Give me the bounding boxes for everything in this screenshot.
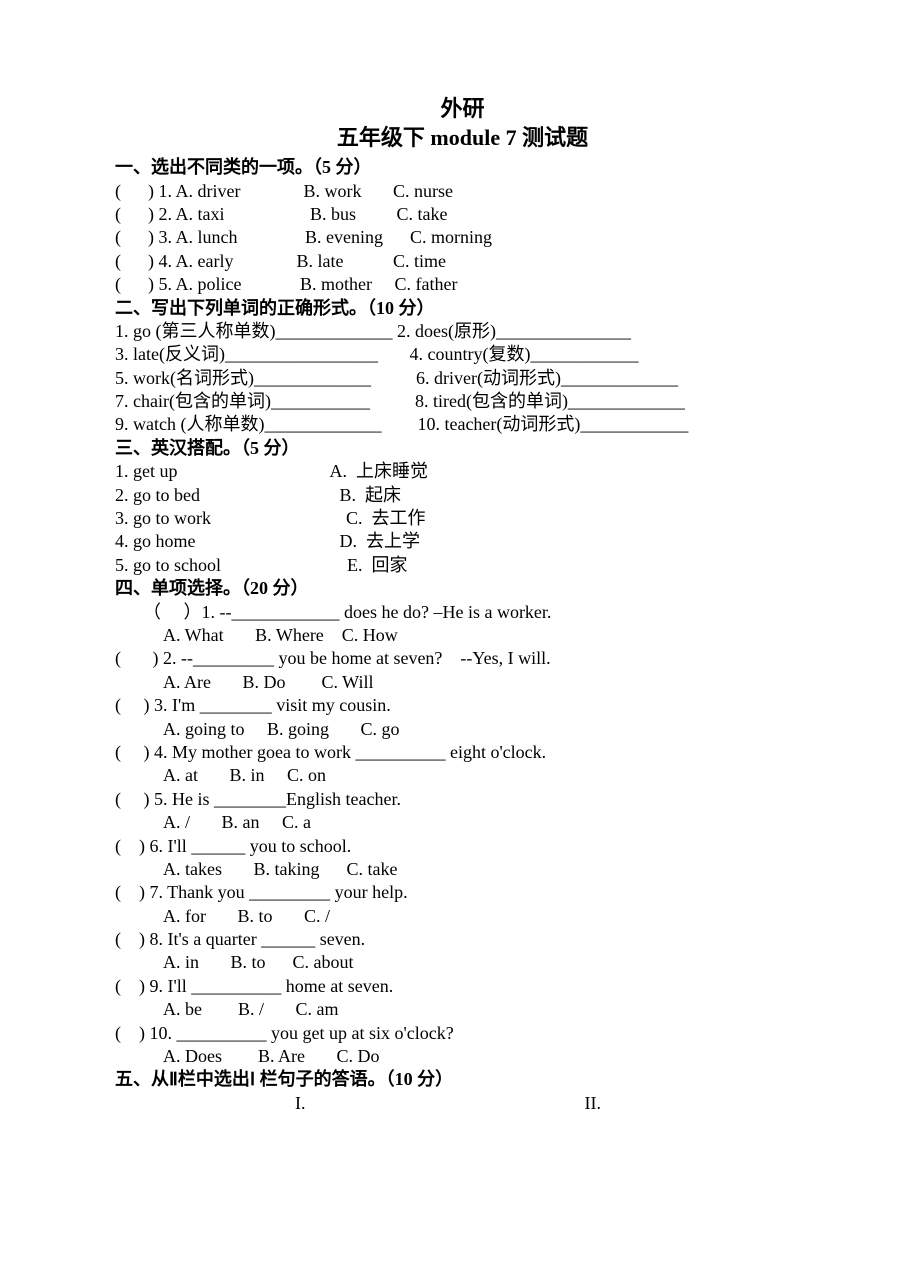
s4-q: ( ) 4. My mother goea to work __________… — [115, 741, 810, 764]
section-1-header: 一、选出不同类的一项。（5 分） — [115, 156, 810, 179]
s4-q: ( ) 8. It's a quarter ______ seven. — [115, 928, 810, 951]
s4-a: A. Are B. Do C. Will — [115, 671, 810, 694]
s1-item: ( ) 4. A. early B. late C. time — [115, 250, 810, 273]
s4-q: ( ) 3. I'm ________ visit my cousin. — [115, 694, 810, 717]
worksheet-page: 外研 五年级下 module 7 测试题 一、选出不同类的一项。（5 分） ( … — [0, 0, 920, 1175]
s4-a: A. going to B. going C. go — [115, 718, 810, 741]
s2-item: 1. go (第三人称单数)_____________ 2. does(原形)_… — [115, 320, 810, 343]
s4-q: ( ) 7. Thank you _________ your help. — [115, 881, 810, 904]
s4-q: ( ) 9. I'll __________ home at seven. — [115, 975, 810, 998]
s4-a: A. What B. Where C. How — [115, 624, 810, 647]
s4-q: ( ) 6. I'll ______ you to school. — [115, 835, 810, 858]
s3-item: 1. get up A. 上床睡觉 — [115, 460, 810, 483]
s2-item: 7. chair(包含的单词)___________ 8. tired(包含的单… — [115, 390, 810, 413]
section-3-header: 三、英汉搭配。（5 分） — [115, 437, 810, 460]
s4-q: （ ）1. --____________ does he do? –He is … — [115, 601, 810, 624]
section-2-header: 二、写出下列单词的正确形式。（10 分） — [115, 297, 810, 320]
s3-item: 5. go to school E. 回家 — [115, 554, 810, 577]
s1-item: ( ) 1. A. driver B. work C. nurse — [115, 180, 810, 203]
s5-columns: I. II. — [115, 1092, 810, 1115]
title-line-2: 五年级下 module 7 测试题 — [115, 124, 810, 153]
s3-item: 4. go home D. 去上学 — [115, 530, 810, 553]
s2-item: 9. watch (人称单数)_____________ 10. teacher… — [115, 413, 810, 436]
s2-item: 5. work(名词形式)_____________ 6. driver(动词形… — [115, 367, 810, 390]
s3-item: 2. go to bed B. 起床 — [115, 484, 810, 507]
s4-a: A. Does B. Are C. Do — [115, 1045, 810, 1068]
s4-q: ( ) 10. __________ you get up at six o'c… — [115, 1022, 810, 1045]
s1-item: ( ) 3. A. lunch B. evening C. morning — [115, 226, 810, 249]
s4-a: A. for B. to C. / — [115, 905, 810, 928]
s3-item: 3. go to work C. 去工作 — [115, 507, 810, 530]
s4-a: A. takes B. taking C. take — [115, 858, 810, 881]
s4-a: A. at B. in C. on — [115, 764, 810, 787]
section-5-header: 五、从Ⅱ栏中选出Ⅰ 栏句子的答语。（10 分） — [115, 1068, 810, 1091]
s4-a: A. in B. to C. about — [115, 951, 810, 974]
s4-a: A. be B. / C. am — [115, 998, 810, 1021]
s2-item: 3. late(反义词)_________________ 4. country… — [115, 343, 810, 366]
s4-q: ( ) 5. He is ________English teacher. — [115, 788, 810, 811]
s1-item: ( ) 5. A. police B. mother C. father — [115, 273, 810, 296]
s4-a: A. / B. an C. a — [115, 811, 810, 834]
s1-item: ( ) 2. A. taxi B. bus C. take — [115, 203, 810, 226]
s4-q: ( ) 2. --_________ you be home at seven?… — [115, 647, 810, 670]
title-line-1: 外研 — [115, 95, 810, 124]
section-4-header: 四、单项选择。（20 分） — [115, 577, 810, 600]
